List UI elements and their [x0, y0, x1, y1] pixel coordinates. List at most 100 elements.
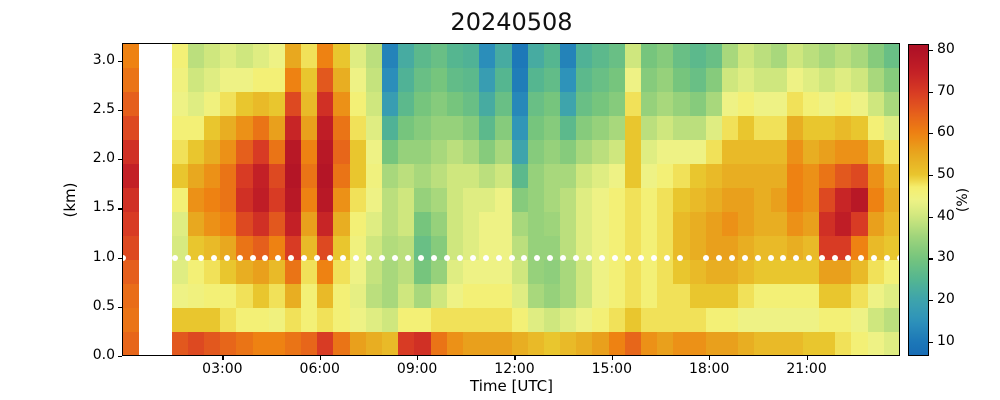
- heatmap-cell: [624, 212, 642, 237]
- heatmap-cell: [479, 44, 496, 69]
- heatmap-cell: [139, 188, 156, 213]
- colorbar-gradient: [909, 45, 928, 355]
- heatmap-cell: [592, 212, 610, 237]
- heatmap-cell: [398, 308, 415, 333]
- heatmap-cell: [414, 44, 432, 69]
- heatmap-cell: [301, 44, 318, 69]
- heatmap-cell: [284, 260, 302, 285]
- heatmap-cell: [705, 284, 723, 309]
- heatmap-cell: [123, 116, 140, 141]
- heatmap-cell: [527, 116, 545, 141]
- heatmap-cell: [252, 68, 270, 93]
- heatmap-cell: [560, 92, 577, 117]
- heatmap-cell: [657, 260, 674, 285]
- heatmap-cell: [203, 44, 221, 69]
- heatmap-cell: [608, 116, 626, 141]
- heatmap-cell: [171, 308, 189, 333]
- heatmap-cell: [252, 140, 270, 165]
- heatmap-cell: [446, 308, 464, 333]
- heatmap-cell: [770, 116, 788, 141]
- heatmap-cell: [835, 68, 853, 93]
- dotted-line-marker: [819, 254, 826, 261]
- dotted-line-marker: [123, 254, 126, 261]
- heatmap-cell: [786, 140, 804, 165]
- dotted-line-marker: [650, 254, 657, 261]
- heatmap-cell: [317, 260, 335, 285]
- heatmap-cell: [155, 212, 173, 237]
- heatmap-cell: [220, 140, 237, 165]
- dotted-line-marker: [625, 254, 632, 261]
- heatmap-cell: [511, 308, 529, 333]
- heatmap-cell: [430, 332, 448, 356]
- heatmap-cell: [187, 92, 205, 117]
- heatmap-cell: [139, 92, 156, 117]
- heatmap-cell: [527, 332, 545, 356]
- heatmap-cell: [673, 92, 691, 117]
- heatmap-cell: [754, 308, 772, 333]
- heatmap-cell: [624, 92, 642, 117]
- heatmap-cell: [317, 332, 335, 356]
- heatmap-cell: [365, 284, 383, 309]
- heatmap-cell: [511, 332, 529, 356]
- heatmap-cell: [462, 212, 480, 237]
- heatmap-cell: [689, 212, 707, 237]
- heatmap-cell: [754, 92, 772, 117]
- heatmap-cell: [867, 284, 885, 309]
- heatmap-cell: [786, 116, 804, 141]
- heatmap-cell: [333, 236, 351, 261]
- heatmap-cell: [155, 260, 173, 285]
- heatmap-cell: [430, 92, 448, 117]
- heatmap-cell: [284, 188, 302, 213]
- heatmap-cell: [657, 68, 674, 93]
- heatmap-cell: [560, 308, 577, 333]
- dotted-line-marker: [469, 254, 476, 261]
- dotted-line-marker: [780, 254, 787, 261]
- heatmap-plot-area: [123, 44, 900, 356]
- heatmap-cell: [139, 284, 156, 309]
- heatmap-cell: [284, 308, 302, 333]
- heatmap-cell: [365, 140, 383, 165]
- heatmap-cell: [608, 260, 626, 285]
- heatmap-cell: [883, 140, 900, 165]
- heatmap-cell: [657, 188, 674, 213]
- heatmap-cell: [883, 188, 900, 213]
- heatmap-cell: [430, 164, 448, 189]
- heatmap-cell: [511, 236, 529, 261]
- heatmap-cell: [187, 284, 205, 309]
- colorbar-tick: [929, 300, 933, 302]
- heatmap-cell: [770, 92, 788, 117]
- heatmap-cell: [446, 92, 464, 117]
- heatmap-cell: [187, 308, 205, 333]
- heatmap-cell: [430, 236, 448, 261]
- heatmap-cell: [479, 188, 496, 213]
- heatmap-cell: [867, 212, 885, 237]
- heatmap-cell: [414, 68, 432, 93]
- heatmap-cell: [155, 308, 173, 333]
- heatmap-cell: [236, 236, 254, 261]
- heatmap-cell: [543, 188, 561, 213]
- heatmap-cell: [705, 236, 723, 261]
- heatmap-cell: [349, 260, 367, 285]
- heatmap-cell: [576, 68, 594, 93]
- heatmap-cell: [220, 164, 237, 189]
- heatmap-cell: [624, 260, 642, 285]
- heatmap-cell: [139, 308, 156, 333]
- heatmap-cell: [511, 68, 529, 93]
- heatmap-cell: [187, 260, 205, 285]
- heatmap-cell: [560, 236, 577, 261]
- colorbar-tick: [929, 174, 933, 177]
- heatmap-cell: [171, 260, 189, 285]
- heatmap-cell: [543, 236, 561, 261]
- heatmap-cell: [511, 92, 529, 117]
- heatmap-cell: [738, 140, 755, 165]
- dotted-line-marker: [547, 254, 554, 261]
- heatmap-cell: [592, 164, 610, 189]
- heatmap-cell: [365, 92, 383, 117]
- heatmap-cell: [673, 284, 691, 309]
- heatmap-cell: [365, 236, 383, 261]
- heatmap-cell: [770, 308, 788, 333]
- colorbar-tick: [929, 91, 933, 93]
- heatmap-cell: [220, 332, 237, 356]
- heatmap-cell: [527, 92, 545, 117]
- heatmap-cell: [867, 308, 885, 333]
